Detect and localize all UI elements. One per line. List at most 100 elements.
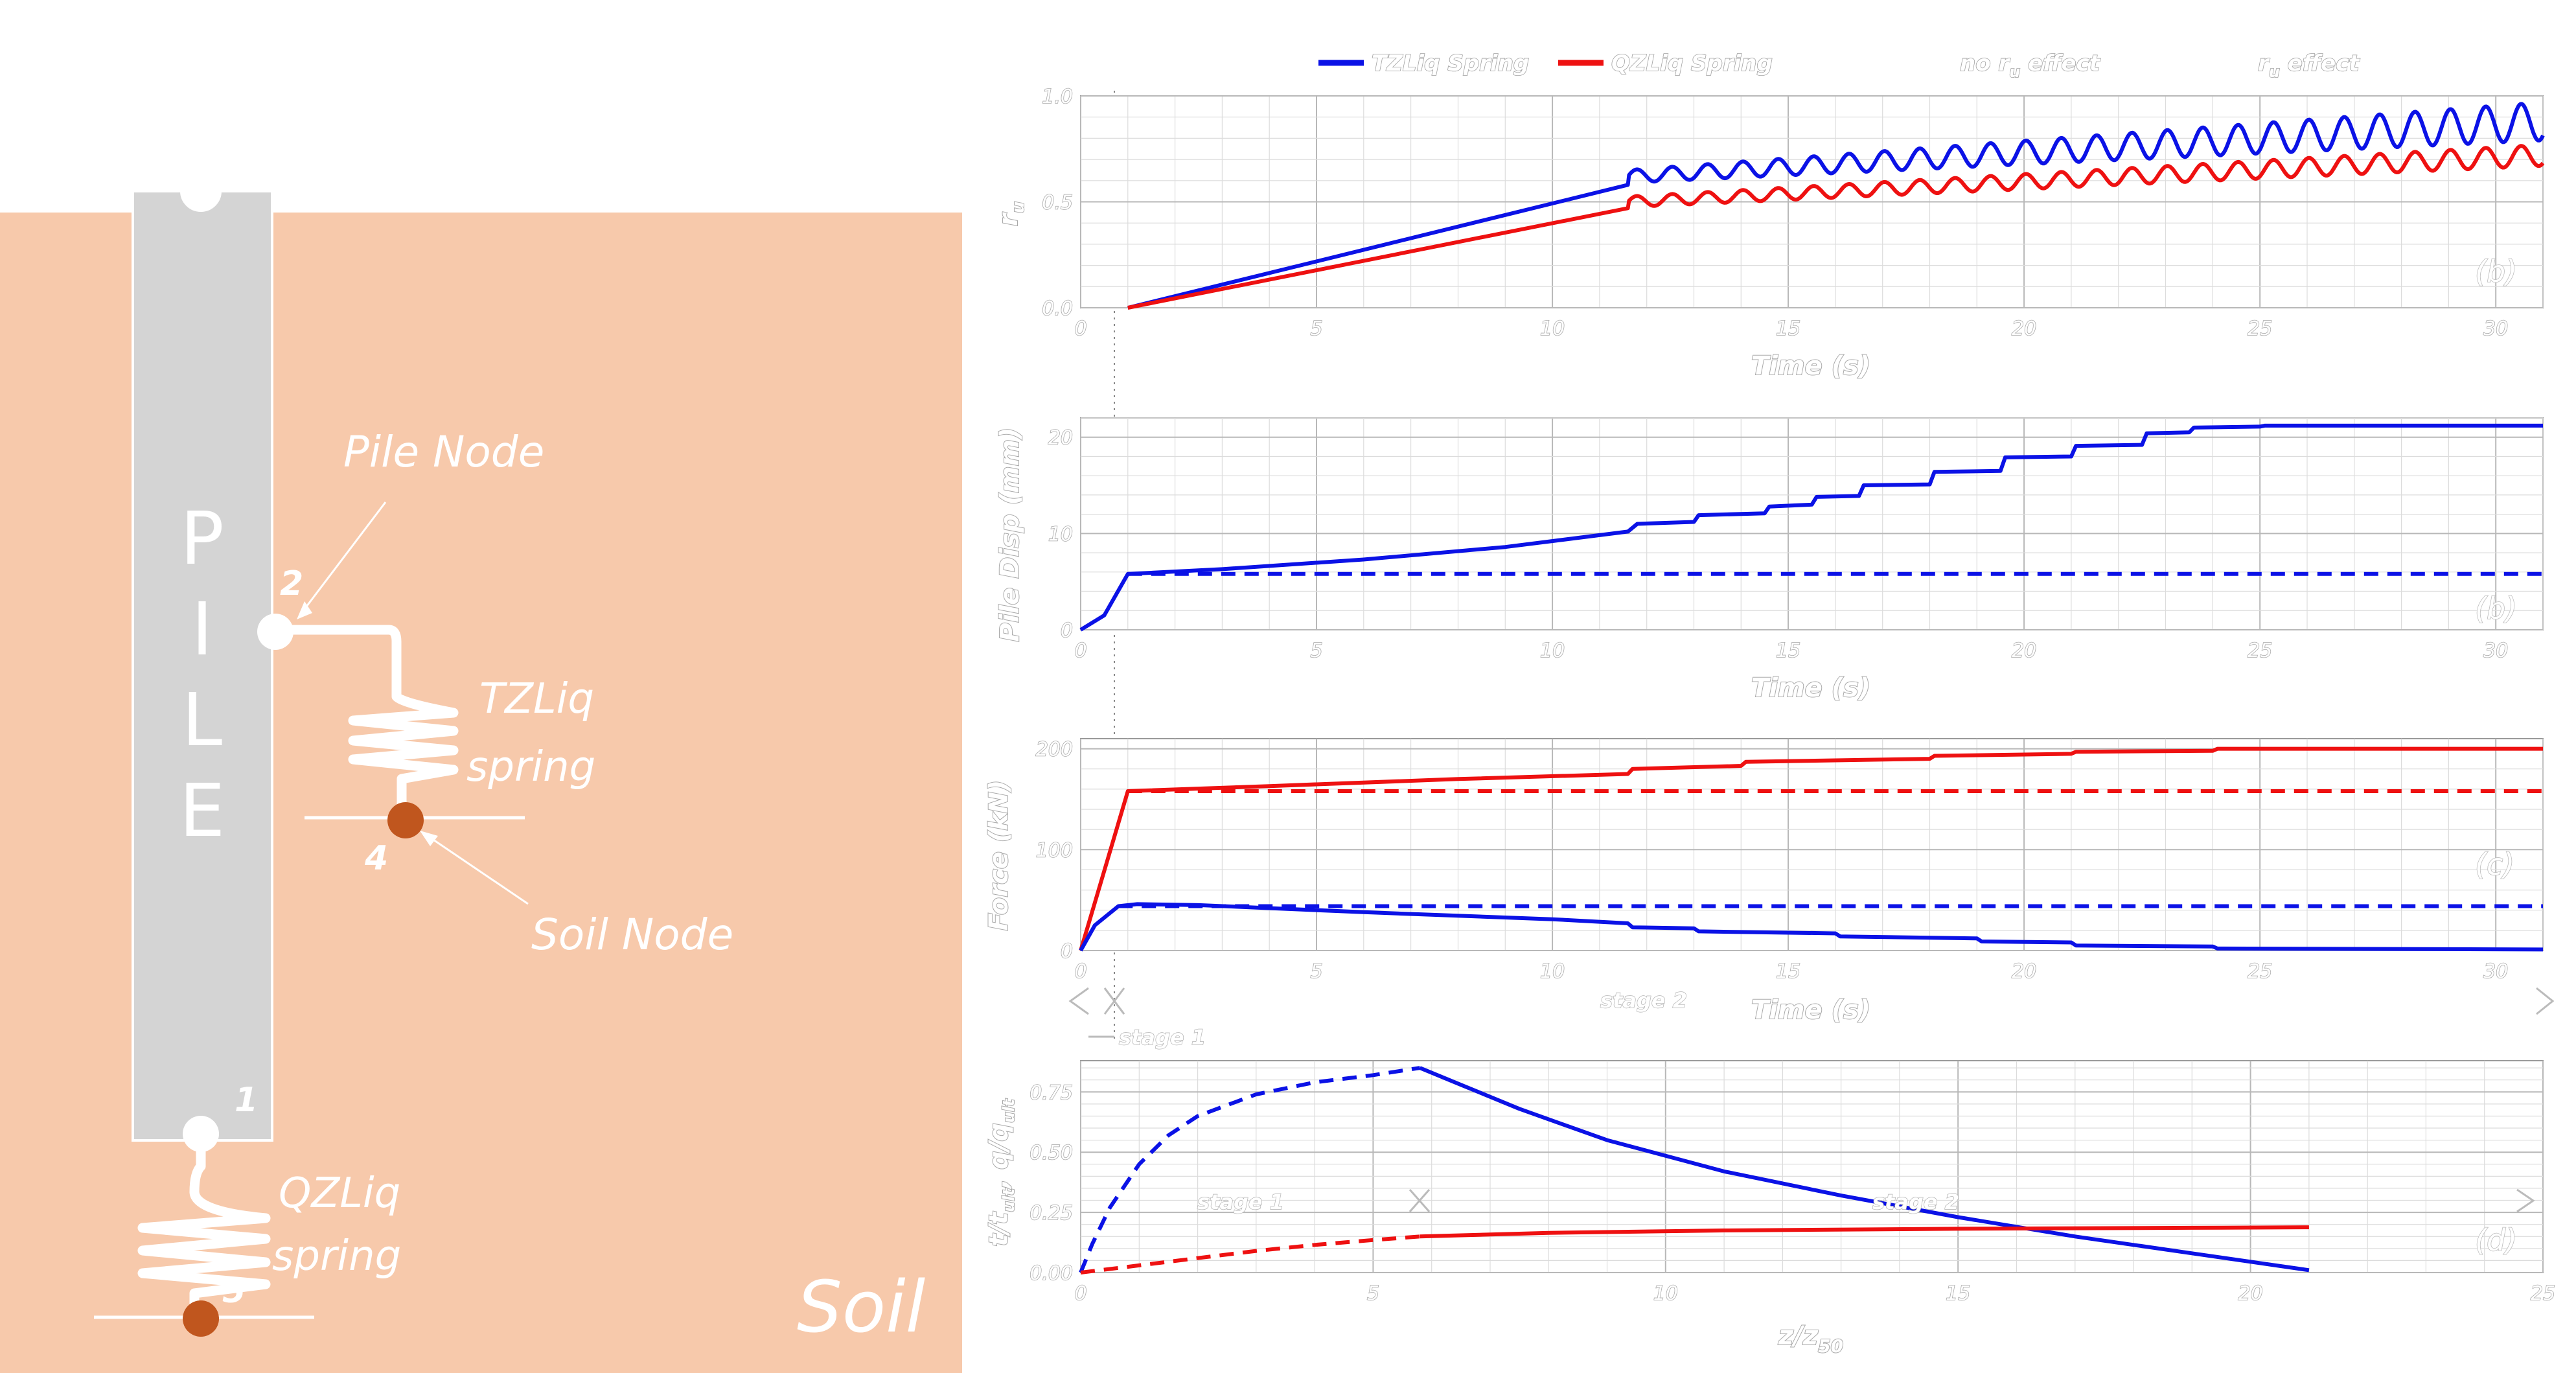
panel-a-ylabel-text: r: [994, 212, 1024, 226]
panel-d-xtick: 15: [1946, 1282, 1970, 1305]
panel-b-tag: (b): [2475, 591, 2517, 626]
panel-d-series-red-solid: [1420, 1225, 2309, 1239]
panel-a-xtick: 25: [2248, 317, 2272, 340]
panel-d-series-blue-solid: [1419, 1066, 2310, 1273]
panel-a-tag: (b): [2475, 254, 2517, 289]
panel-c-frame: [1080, 738, 2544, 951]
panel-d-ytick: 0.50: [1029, 1142, 1073, 1164]
pile-node-1: [183, 1116, 219, 1152]
panel-d-xtick: 5: [1367, 1282, 1379, 1305]
panel-c-xtick: 10: [1540, 960, 1565, 983]
panel-b-ytick: 10: [1048, 523, 1073, 546]
soil-node-4: [387, 802, 424, 838]
panel-d-frame: [1080, 1060, 2544, 1273]
pile-shaft: [132, 190, 273, 1142]
stage1-bracket-c: [1068, 987, 1089, 1015]
panel-c-ylabel: Force (kN): [984, 780, 1014, 931]
stage1-label-c: stage 1: [1119, 1025, 1206, 1050]
panel-d-xtick: 0: [1074, 1282, 1087, 1305]
panel-b-ytick: 0: [1061, 619, 1073, 642]
stage1-label-d: stage 1: [1197, 1190, 1284, 1214]
panel-d-ylabel: t/tult, q/qult: [984, 1098, 1018, 1247]
stage2-bracket-d: [2516, 1188, 2535, 1213]
panel-d-ylabel-sub: ult: [1000, 1188, 1018, 1212]
panel-a-xtick: 5: [1310, 317, 1322, 340]
panel-c-xtick: 20: [2012, 960, 2036, 983]
panel-a-xtick: 30: [2483, 317, 2508, 340]
legend-ru-text: r: [2258, 51, 2270, 76]
panel-a-pore-pressure: 0 5 10 15 20 25 30 0.0 0.5 1.0: [1041, 85, 2545, 341]
pile-letter-e: E: [179, 769, 225, 853]
soil-node-pointer: [427, 835, 529, 905]
panel-c-tag: (c): [2475, 847, 2514, 882]
legend-no-ru-tail: effect: [2020, 51, 2100, 76]
panel-d-ytick: 0.25: [1029, 1202, 1073, 1225]
soil-node-5: [183, 1300, 219, 1337]
legend-no-ru-sub: u: [2009, 63, 2020, 81]
legend-no-ru-label: no ru effect: [1960, 51, 2101, 81]
panel-a-xtick: 15: [1776, 317, 1800, 340]
stage2-label-d: stage 2: [1872, 1190, 1959, 1214]
panel-a-xtick: 0: [1074, 317, 1087, 340]
panel-b-xtick: 0: [1074, 640, 1087, 662]
stage-annotations-c: stage 1 stage 2: [1068, 987, 2555, 1050]
panel-b-xtick: 5: [1310, 640, 1322, 662]
node-number-5: 5: [222, 1272, 246, 1311]
panel-c-ytick: 200: [1036, 739, 1073, 761]
panel-a-ylabel: ru: [994, 202, 1028, 226]
panel-d-normalized-resistance: 0 5 10 15 20 25 0.00 0.25 0.50 0.75: [1029, 1060, 2556, 1306]
panel-a-xtick: 10: [1540, 317, 1565, 340]
panel-d-ylabel-sub2: ult: [1000, 1098, 1018, 1123]
legend-ru-label: ru effect: [2258, 51, 2360, 81]
panel-d-ytick: 0.75: [1029, 1081, 1073, 1104]
panel-c-force: 0 5 10 15 20 25 30 0 100 200: [1035, 738, 2544, 984]
qz-spring-label-1: QZLiq: [279, 1170, 400, 1217]
tz-spring-label-2: spring: [466, 743, 595, 791]
panel-d-tag: (d): [2475, 1223, 2517, 1258]
panel-a-ylabel-sub: u: [1009, 202, 1028, 214]
panel-a-series-red-solid: [1127, 144, 2545, 310]
pile-letter-l: L: [182, 678, 222, 763]
panel-a-ytick: 1.0: [1042, 86, 1073, 108]
pile-letter-p: P: [180, 497, 224, 581]
panel-d-xlabel-sub: 50: [1818, 1335, 1843, 1357]
panel-b-frame: [1080, 417, 2544, 630]
legend: TZLiq Spring QZLiq Spring no ru effect r…: [1318, 50, 2361, 82]
panel-c-xtick: 30: [2483, 960, 2508, 983]
legend-ru-tail: effect: [2280, 51, 2360, 76]
node-number-4: 4: [364, 839, 388, 878]
panel-d-xtick: 25: [2531, 1282, 2555, 1305]
panel-b-xtick: 30: [2483, 640, 2508, 662]
panel-a-xlabel: Time (s): [1751, 351, 1870, 381]
panel-d-ylabel-tail: , q/q: [984, 1123, 1014, 1190]
panel-d-series-red-dashed: [1080, 1234, 1420, 1275]
pile-node-label: Pile Node: [343, 427, 544, 477]
qz-spring: [137, 1131, 271, 1315]
soil-node-arrowhead: [420, 831, 438, 846]
panel-a-ytick: 0.5: [1042, 192, 1073, 214]
panel-b-xtick: 20: [2012, 640, 2036, 662]
panel-d-ylabel-text: t/t: [984, 1211, 1014, 1247]
stage-split-marker-c-b: [1103, 987, 1125, 1015]
panel-d-xtick: 10: [1653, 1282, 1678, 1305]
panel-c-xtick: 15: [1776, 960, 1800, 983]
pile-schematic: P I L E Pile Node Soil Node TZLiq spring…: [0, 190, 962, 1373]
legend-no-ru-text: no r: [1960, 51, 2010, 76]
panel-a-xtick: 20: [2012, 317, 2036, 340]
panel-c-xlabel: Time (s): [1751, 995, 1870, 1025]
panel-d-xtick: 20: [2238, 1282, 2263, 1305]
soil-node-label: Soil Node: [531, 910, 733, 960]
soil-label: Soil: [797, 1265, 926, 1348]
panel-b-ytick: 20: [1048, 427, 1073, 450]
panel-c-xtick: 5: [1310, 960, 1322, 983]
panel-d-xlabel-text: z/z: [1778, 1321, 1819, 1351]
tz-spring: [279, 625, 459, 818]
stage-annotations-d: stage 1 stage 2: [1197, 1188, 2535, 1215]
panel-a-ytick: 0.0: [1042, 297, 1073, 320]
tz-spring-label-1: TZLiq: [479, 675, 594, 723]
panel-d-ytick: 0.00: [1029, 1262, 1073, 1285]
panel-b-xtick: 15: [1776, 640, 1800, 662]
panel-c-series-red-solid: [1079, 746, 2543, 951]
panel-d-xlabel: z/z50: [1778, 1321, 1843, 1357]
panel-c-ytick: 100: [1036, 839, 1073, 862]
